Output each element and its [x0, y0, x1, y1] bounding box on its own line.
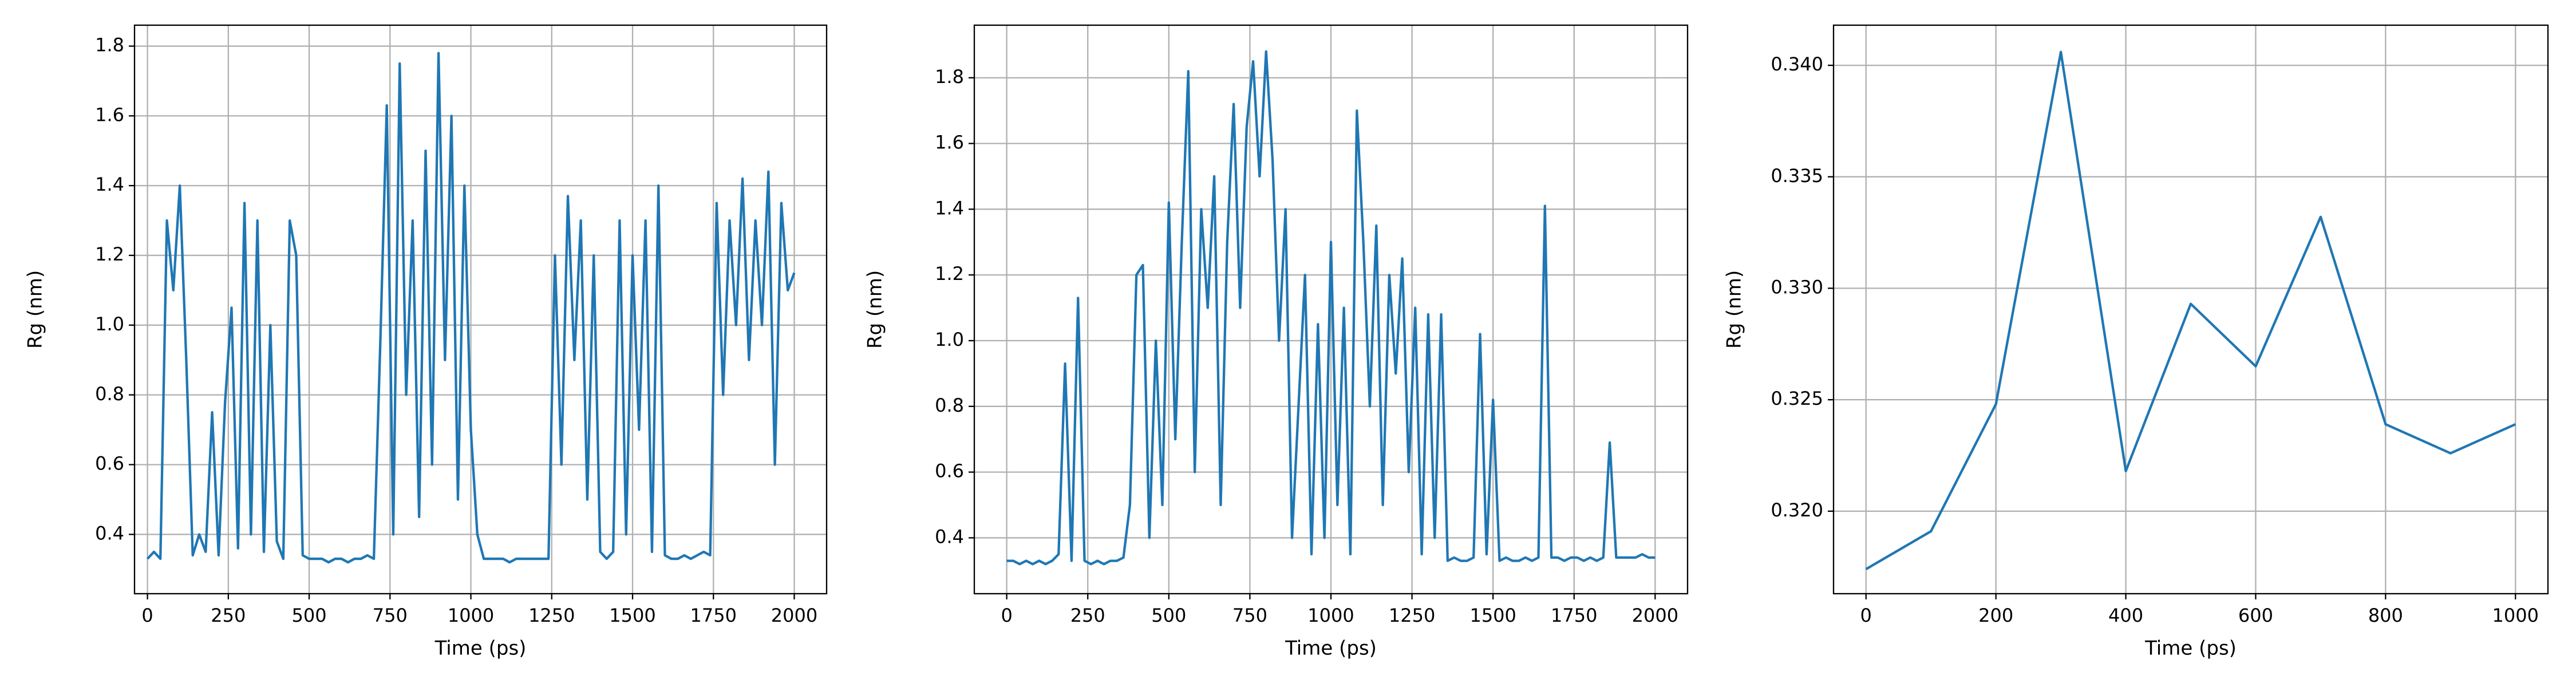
y-tick-label: 0.6 — [95, 453, 124, 475]
x-tick-label: 1000 — [2492, 605, 2539, 626]
y-tick-label: 0.6 — [935, 460, 964, 482]
x-tick-label: 1750 — [690, 605, 737, 626]
x-tick-label: 1000 — [1307, 605, 1354, 626]
data-line — [1006, 50, 1656, 566]
y-tick-label: 0.8 — [935, 394, 964, 416]
x-tick-label: 1250 — [1389, 605, 1435, 626]
data-line — [1865, 50, 2516, 571]
y-tick-label: 1.0 — [935, 329, 964, 350]
x-tick-label: 1000 — [448, 605, 494, 626]
x-tick-label: 800 — [2368, 605, 2403, 626]
x-tick-label: 750 — [373, 605, 408, 626]
y-tick-label: 0.320 — [1771, 499, 1823, 521]
x-tick-label: 2000 — [771, 605, 817, 626]
x-tick-label: 400 — [2108, 605, 2143, 626]
y-tick-label: 1.8 — [935, 66, 964, 88]
data-line — [147, 52, 796, 564]
x-tick-label: 2000 — [1632, 605, 1678, 626]
x-tick-label: 200 — [1978, 605, 2013, 626]
x-tick-label: 600 — [2238, 605, 2273, 626]
y-tick-label: 1.6 — [95, 104, 124, 125]
x-tick-label: 250 — [211, 605, 246, 626]
x-tick-label: 1250 — [528, 605, 575, 626]
y-tick-label: 0.4 — [95, 522, 124, 544]
x-axis-label: Time (ps) — [1285, 637, 1377, 660]
x-tick-label: 1500 — [609, 605, 655, 626]
y-axis-label: Rg (nm) — [1723, 270, 1746, 349]
y-tick-label: 0.4 — [935, 526, 964, 547]
y-tick-label: 0.330 — [1771, 277, 1823, 298]
x-tick-label: 1500 — [1469, 605, 1516, 626]
x-tick-label: 0 — [141, 605, 153, 626]
y-axis-label: Rg (nm) — [24, 270, 47, 349]
x-tick-label: 0 — [1860, 605, 1872, 626]
x-tick-label: 0 — [1001, 605, 1012, 626]
y-tick-label: 0.8 — [95, 383, 124, 405]
x-tick-label: 250 — [1070, 605, 1105, 626]
y-tick-label: 1.4 — [95, 173, 124, 195]
x-axis-label: Time (ps) — [2144, 637, 2237, 660]
x-tick-label: 500 — [292, 605, 327, 626]
y-tick-label: 0.325 — [1771, 388, 1823, 409]
axes-frame — [1832, 24, 2549, 595]
x-axis-label: Time (ps) — [434, 637, 527, 660]
x-tick-label: 750 — [1232, 605, 1267, 626]
y-tick-label: 1.4 — [935, 197, 964, 219]
y-tick-label: 0.335 — [1771, 165, 1823, 187]
y-tick-label: 0.340 — [1771, 53, 1823, 75]
y-tick-label: 1.0 — [95, 313, 124, 335]
y-tick-label: 1.6 — [935, 132, 964, 153]
y-tick-label: 1.8 — [95, 34, 124, 56]
axes-frame — [133, 24, 828, 595]
x-tick-label: 1750 — [1551, 605, 1597, 626]
y-axis-label: Rg (nm) — [864, 270, 887, 349]
axes-frame — [973, 24, 1689, 595]
y-tick-label: 1.2 — [95, 243, 124, 265]
y-tick-label: 1.2 — [935, 263, 964, 285]
x-tick-label: 500 — [1151, 605, 1186, 626]
